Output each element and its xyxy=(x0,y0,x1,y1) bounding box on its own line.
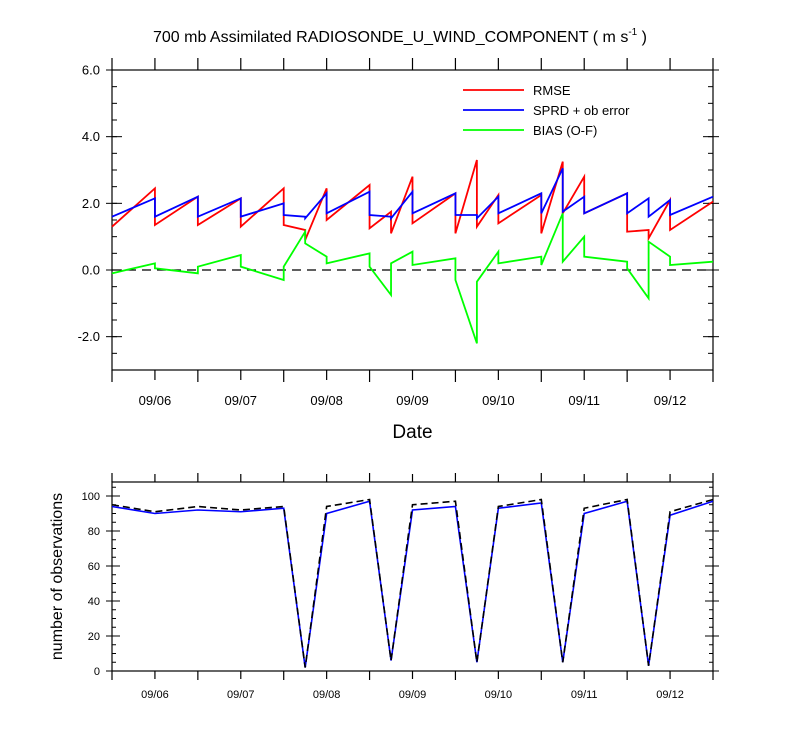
chart-panel-2: 100 80 60 40 20 0 09/06 09/07 09/08 09/09 09/10 09/… xyxy=(49,473,719,701)
series-line-1-2 xyxy=(111,167,714,221)
y-tick-label: 2.0 xyxy=(82,196,100,211)
x-tick-label: 09/12 xyxy=(656,689,684,701)
y-tick-label: 80 xyxy=(88,526,100,538)
chart-title-main: 700 mb Assimilated RADIOSONDE_U_WIND_COM… xyxy=(153,29,628,46)
x-tick-label: 09/07 xyxy=(225,393,258,408)
y-tick-label: 60 xyxy=(88,561,100,573)
y-tick-label: 100 xyxy=(82,491,100,503)
y-axis-label: number of observations xyxy=(49,493,66,660)
y-tick-label: 20 xyxy=(88,631,100,643)
series-line-2-2 xyxy=(111,498,714,668)
y-tick-label: 0 xyxy=(94,666,100,678)
x-tick-label: 09/11 xyxy=(571,689,598,701)
y-tick-label: -2.0 xyxy=(78,329,100,344)
x-tick-label: 09/07 xyxy=(227,689,255,701)
legend-label: SPRD + ob error xyxy=(533,103,630,118)
series-line-2-1 xyxy=(111,500,714,668)
chart-title-superscript: -1 xyxy=(628,27,637,38)
chart-title-suffix: ) xyxy=(637,29,647,46)
x-tick-label: 09/06 xyxy=(139,393,172,408)
x-tick-label: 09/06 xyxy=(141,689,169,701)
y-tick-label: 40 xyxy=(88,596,100,608)
x-tick-label: 09/10 xyxy=(485,689,513,701)
chart-panel-1: 6.0 4.0 2.0 0.0 -2.0 09/06 09/07 09/08 09/09 09/1… xyxy=(78,27,719,443)
x-tick-label: 09/08 xyxy=(310,393,343,408)
x-tick-label: 09/12 xyxy=(654,393,687,408)
x-tick-label: 09/10 xyxy=(482,393,515,408)
x-tick-label: 09/08 xyxy=(313,689,341,701)
x-tick-label: 09/11 xyxy=(568,393,600,408)
series-line-1-3 xyxy=(111,212,714,344)
chart-title: 700 mb Assimilated RADIOSONDE_U_WIND_COM… xyxy=(153,27,647,46)
y-tick-label: 6.0 xyxy=(82,63,100,78)
x-tick-label: 09/09 xyxy=(396,393,429,408)
x-tick-label: 09/09 xyxy=(399,689,427,701)
y-tick-label: 4.0 xyxy=(82,129,100,144)
legend-label: RMSE xyxy=(533,83,571,98)
x-axis-label: Date xyxy=(392,422,432,443)
legend-label: BIAS (O-F) xyxy=(533,123,597,138)
y-tick-label: 0.0 xyxy=(82,263,100,278)
